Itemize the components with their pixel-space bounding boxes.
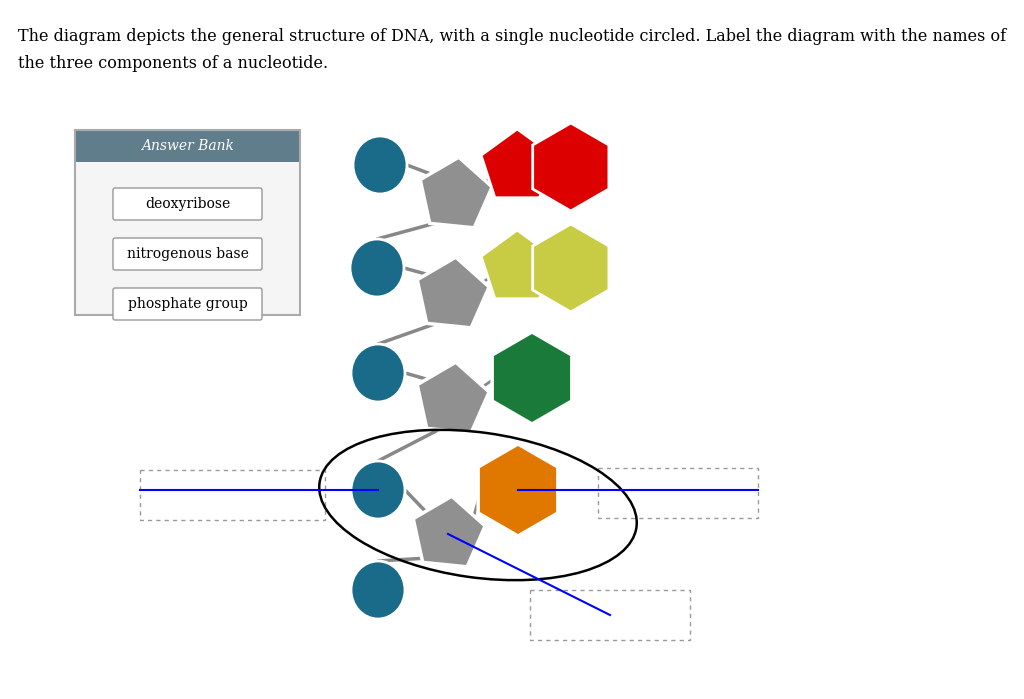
Polygon shape [417, 257, 489, 328]
Polygon shape [414, 496, 485, 567]
Polygon shape [481, 230, 553, 298]
FancyBboxPatch shape [113, 288, 262, 320]
Text: Answer Bank: Answer Bank [141, 139, 233, 153]
Text: deoxyribose: deoxyribose [144, 197, 230, 211]
Bar [530, 590, 690, 640]
FancyBboxPatch shape [113, 188, 262, 220]
Text: nitrogenous base: nitrogenous base [127, 247, 249, 261]
Polygon shape [493, 332, 571, 424]
Ellipse shape [351, 344, 406, 402]
Bar [598, 468, 758, 518]
Ellipse shape [351, 461, 406, 519]
Ellipse shape [353, 136, 407, 194]
Bar [140, 470, 325, 520]
Bar [75, 130, 300, 315]
Ellipse shape [350, 239, 404, 297]
Polygon shape [420, 157, 493, 228]
Polygon shape [532, 224, 609, 312]
Polygon shape [478, 444, 558, 536]
Ellipse shape [351, 561, 406, 619]
Bar [75, 162, 300, 315]
Bar [75, 130, 300, 162]
Polygon shape [481, 129, 553, 198]
Text: the three components of a nucleotide.: the three components of a nucleotide. [18, 55, 328, 72]
Polygon shape [417, 362, 489, 433]
Polygon shape [532, 123, 609, 211]
Text: The diagram depicts the general structure of DNA, with a single nucleotide circl: The diagram depicts the general structur… [18, 28, 1007, 45]
Text: phosphate group: phosphate group [128, 297, 248, 311]
FancyBboxPatch shape [113, 238, 262, 270]
